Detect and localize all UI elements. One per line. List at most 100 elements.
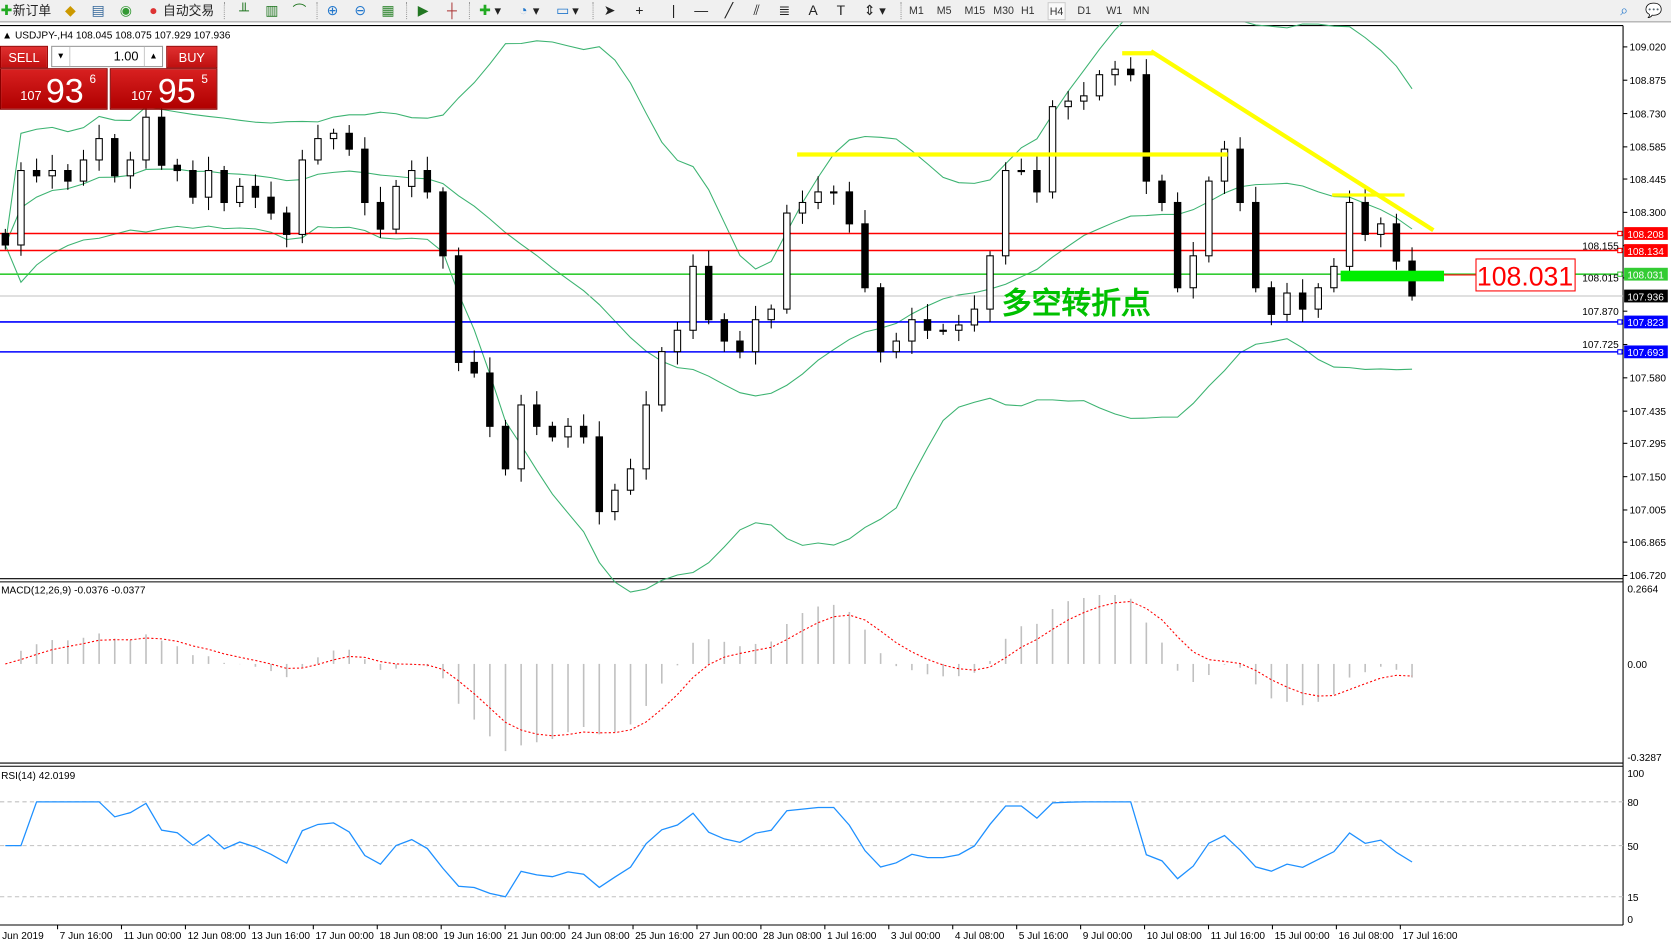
candle bbox=[861, 210, 869, 293]
candle-body bbox=[876, 287, 885, 353]
chart-shift-button[interactable]: ┼ bbox=[442, 1, 461, 20]
zoom-in-button[interactable]: ⊕ bbox=[323, 1, 342, 20]
timeframe-m5[interactable]: M5 bbox=[936, 5, 952, 18]
bar-chart-button[interactable]: ╨ bbox=[234, 1, 253, 20]
green-pivot-bar[interactable] bbox=[1340, 270, 1445, 282]
line-handle[interactable] bbox=[1617, 247, 1623, 254]
lot-decrease-button[interactable]: ▼ bbox=[52, 46, 71, 67]
candle-body bbox=[689, 265, 697, 331]
periods-button[interactable]: ◔ ▾ bbox=[514, 1, 539, 20]
timeframe-m15[interactable]: M15 bbox=[964, 5, 986, 18]
price-label-box[interactable] bbox=[1475, 258, 1576, 292]
crosshair-button[interactable]: + bbox=[630, 1, 649, 20]
sell-button[interactable]: SELL bbox=[0, 45, 48, 69]
chat-button[interactable]: 💬 bbox=[1644, 1, 1663, 20]
candle bbox=[564, 418, 572, 448]
auto-scroll-button[interactable]: ▶ bbox=[413, 1, 432, 20]
channel-icon: ⫽ bbox=[753, 2, 760, 19]
candle bbox=[1283, 282, 1291, 322]
macd-tick: 0.2664 bbox=[1627, 585, 1658, 596]
timeframe-m1[interactable]: M1 bbox=[909, 5, 924, 18]
candle-body bbox=[423, 170, 432, 193]
new-order-button[interactable]: ✚新订单 bbox=[0, 1, 52, 20]
fibonacci-button[interactable]: ≣ bbox=[775, 1, 794, 20]
price-tick: 108.585 bbox=[1629, 143, 1666, 154]
drawn-objects[interactable]: 多空转折点 108.031 bbox=[797, 49, 1576, 321]
candle-body bbox=[1017, 170, 1026, 173]
buy-button[interactable]: BUY bbox=[166, 45, 218, 69]
candle-body bbox=[1033, 170, 1041, 193]
timeframe-mn[interactable]: MN bbox=[1132, 5, 1150, 18]
timeframe-h4[interactable]: H4 bbox=[1047, 2, 1066, 21]
cursor-button[interactable]: ➤ bbox=[600, 1, 619, 20]
timeframe-w1[interactable]: W1 bbox=[1106, 5, 1123, 18]
candle-body bbox=[736, 340, 744, 353]
separator bbox=[406, 2, 408, 20]
zoom-out-button[interactable]: ⊖ bbox=[351, 1, 370, 20]
line-handle[interactable] bbox=[1617, 349, 1623, 355]
templates-button[interactable]: ▭ ▾ bbox=[553, 1, 579, 20]
candle-body bbox=[1314, 287, 1323, 310]
candlestick-button[interactable]: ▥ bbox=[262, 1, 281, 20]
signals-button[interactable]: ◉ bbox=[116, 1, 135, 20]
separator bbox=[592, 2, 594, 20]
buy-price[interactable]: 107 95 5 bbox=[109, 68, 218, 110]
candle bbox=[142, 105, 150, 169]
yellow-downtrend-line[interactable] bbox=[1149, 49, 1435, 232]
horizontal-line-button[interactable]: — bbox=[692, 1, 711, 20]
price-marker bbox=[1624, 244, 1668, 257]
candle bbox=[908, 307, 916, 354]
candle bbox=[470, 350, 478, 378]
candle bbox=[626, 458, 635, 495]
arrows-button[interactable]: ⇕ ▾ bbox=[860, 1, 886, 20]
candle bbox=[314, 124, 322, 165]
line-chart-button[interactable]: ⌒ bbox=[290, 1, 309, 20]
channel-button[interactable]: ⫽ bbox=[747, 1, 766, 20]
text-button[interactable]: A bbox=[804, 1, 823, 20]
line-handle[interactable] bbox=[1617, 271, 1623, 277]
candle bbox=[1080, 82, 1088, 110]
line-handle[interactable] bbox=[1617, 319, 1623, 325]
text-label-icon: T bbox=[836, 2, 846, 19]
sell-price[interactable]: 107 93 6 bbox=[0, 68, 108, 110]
line-handle[interactable] bbox=[1617, 230, 1623, 237]
candle-body bbox=[157, 116, 166, 166]
rsi-panel[interactable]: 100 80 50 15 0 bbox=[0, 769, 1645, 926]
history-center-button[interactable]: ◆ bbox=[61, 1, 80, 20]
candle bbox=[376, 186, 385, 238]
text-label-button[interactable]: T bbox=[831, 1, 850, 20]
indicators-button[interactable]: ✚ ▾ bbox=[475, 1, 501, 20]
trendline-button[interactable]: ╱ bbox=[719, 1, 738, 20]
timeframe-d1[interactable]: D1 bbox=[1077, 5, 1092, 18]
candle-body bbox=[95, 138, 103, 161]
candle-body bbox=[392, 185, 400, 230]
rsi-tick: 0 bbox=[1627, 915, 1633, 926]
templates-icon: ▭ bbox=[556, 2, 570, 19]
search-icon: ⌕ bbox=[1620, 2, 1629, 19]
candle bbox=[157, 101, 166, 170]
data-folder-button[interactable]: ▤ bbox=[88, 1, 107, 20]
price-axis[interactable]: 109.020 108.875 108.730 108.585 108.445 108.3… bbox=[1582, 43, 1666, 583]
candle bbox=[126, 151, 135, 189]
auto-trading-button[interactable]: ● 自动交易 bbox=[144, 1, 214, 20]
lot-size-input[interactable]: 1.00 bbox=[113, 49, 139, 64]
timeframe-h1[interactable]: H1 bbox=[1020, 5, 1035, 18]
lot-increase-button[interactable]: ▲ bbox=[143, 46, 162, 67]
candle bbox=[95, 124, 103, 171]
candle-body bbox=[1095, 74, 1104, 97]
time-axis[interactable]: Jun 2019 7 Jun 16:00 11 Jun 00:00 12 Jun 08… bbox=[2, 925, 1458, 942]
rsi-tick: 100 bbox=[1627, 769, 1644, 780]
vertical-line-button[interactable]: | bbox=[664, 1, 683, 20]
macd-panel[interactable]: 0.2664 0.00 -0.3287 bbox=[5, 585, 1662, 764]
tile-windows-button[interactable]: ▦ bbox=[378, 1, 397, 20]
horizontal-lines[interactable] bbox=[0, 230, 1624, 355]
pivot-annotation-text[interactable]: 多空转折点 bbox=[1002, 286, 1151, 321]
horizontal-line-icon: — bbox=[694, 2, 709, 19]
candle bbox=[892, 332, 900, 359]
candle bbox=[1345, 190, 1354, 278]
timeframe-m30[interactable]: M30 bbox=[993, 5, 1014, 18]
candle-body bbox=[220, 170, 228, 204]
lot-size-stepper[interactable]: ▼ 1.00 ▲ bbox=[51, 45, 164, 68]
search-button[interactable]: ⌕ bbox=[1615, 1, 1634, 20]
